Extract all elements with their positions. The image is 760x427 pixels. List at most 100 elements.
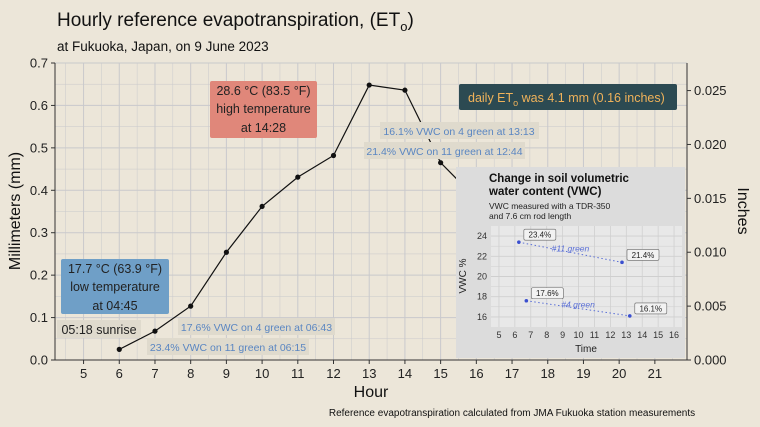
y2-tick-label: 0.025	[694, 83, 727, 98]
daily-et-annotation: daily ETo was 4.1 mm (0.16 inches)	[459, 84, 677, 110]
high-temperature-box	[210, 81, 317, 138]
y-tick-label: 0.1	[30, 310, 48, 325]
inset-x-tick-label: 15	[653, 330, 663, 340]
vwc3-box	[178, 318, 335, 335]
vwc-label-3: 17.6% VWC on 4 green at 06:43	[181, 322, 332, 334]
y2-tick-label: 0.020	[694, 137, 727, 152]
inset-series-name: #11 green	[552, 243, 590, 253]
high-temperature-annotation: 28.6 °C (83.5 °F) high temperature at 14…	[210, 81, 317, 138]
inset-x-tick-labels: 5 6 7 8 9 10 11 12 13 14 15 16	[496, 330, 679, 340]
x-axis-title: Hour	[354, 384, 389, 401]
x-tick-label: 15	[433, 366, 447, 381]
et-data-point	[116, 346, 122, 352]
inset-series-line	[518, 241, 623, 263]
low-temp-value: 17.7 °C (63.9 °F)	[68, 262, 162, 276]
vwc2-box	[364, 142, 525, 159]
inset-data-point	[620, 260, 624, 265]
inset-data-point	[517, 240, 521, 244]
et-data-point	[223, 249, 229, 255]
inset-point-label: 21.4%	[632, 251, 655, 260]
chart-caption: Reference evapotranspiration calculated …	[329, 408, 695, 419]
y2-axis-title: Inches	[734, 187, 751, 234]
inset-x-tick-label: 16	[669, 330, 679, 340]
inset-grid	[491, 226, 682, 327]
inset-x-tick-label: 13	[621, 330, 631, 340]
inset-y-tick-labels: 16 18 20 22 24	[477, 231, 487, 322]
et-data-point	[402, 87, 408, 93]
vwc-label-1: 16.1% VWC on 4 green at 13:13	[383, 126, 534, 138]
et-data-point	[438, 160, 444, 166]
inset-y-tick-label: 24	[477, 231, 487, 241]
inset-x-tick-label: 11	[590, 330, 599, 340]
x-tick-label: 13	[362, 366, 376, 381]
inset-x-tick-label: 8	[544, 330, 549, 340]
y-tick-label: 0.5	[30, 140, 48, 155]
vwc-inset: Change in soil volumetric water content …	[456, 167, 685, 358]
high-temp-value: 28.6 °C (83.5 °F)	[216, 84, 310, 98]
inset-x-tick-label: 14	[637, 330, 647, 340]
inset-data-point	[524, 298, 529, 303]
et-data-point	[330, 152, 337, 159]
x-tick-label: 7	[151, 366, 158, 381]
et-data-point	[366, 82, 372, 88]
inset-title-line-2: water content (VWC)	[488, 186, 602, 198]
sunrise-box	[57, 320, 141, 338]
inset-subtitle-line-1: VWC measured with a TDR-350	[489, 201, 611, 211]
inset-x-tick-label: 10	[574, 330, 584, 340]
y-tick-labels: 0.0 0.1 0.2 0.3 0.4 0.5 0.6 0.7	[30, 56, 55, 368]
low-temp-label: low temperature	[70, 280, 160, 294]
x-tick-label: 11	[291, 366, 305, 381]
vwc1-box	[380, 122, 539, 139]
chart-subtitle: at Fukuoka, Japan, on 9 June 2023	[57, 39, 269, 54]
et-data-point	[152, 328, 158, 334]
inset-point-label-box	[523, 228, 557, 241]
x-tick-label: 8	[187, 366, 194, 381]
inset-y-tick-label: 20	[477, 272, 487, 282]
vwc-label-4: 23.4% VWC on 11 green at 06:15	[150, 342, 306, 354]
inset-point-label: 17.6%	[536, 289, 559, 298]
y-tick-label: 0.0	[30, 353, 48, 368]
inset-x-tick-label: 9	[560, 330, 565, 340]
low-temperature-annotation: 17.7 °C (63.9 °F) low temperature at 04:…	[61, 259, 169, 314]
y2-tick-label: 0.010	[694, 245, 727, 260]
x-tick-label: 9	[223, 366, 230, 381]
et-data-point	[259, 203, 265, 210]
inset-point-label-box	[626, 249, 660, 261]
inset-data-point	[627, 314, 632, 318]
inset-y-tick-label: 18	[477, 292, 487, 302]
inset-y-tick-label: 16	[477, 312, 487, 322]
x-tick-label: 5	[80, 366, 87, 381]
daily-et-box	[459, 84, 677, 110]
inset-subtitle-line-2: and 7.6 cm rod length	[489, 211, 571, 221]
low-temp-time: at 04:45	[92, 299, 137, 313]
high-temp-time: at 14:28	[241, 121, 286, 135]
inset-y-tick-label: 22	[477, 251, 487, 261]
high-temp-label: high temperature	[216, 102, 311, 116]
et-series-points	[116, 82, 479, 352]
y2-tick-label: 0.000	[694, 353, 727, 368]
y-tick-label: 0.3	[30, 225, 48, 240]
inset-x-tick-label: 6	[512, 330, 517, 340]
inset-series-name: #4 green	[561, 299, 595, 309]
y-tick-label: 0.4	[30, 183, 48, 198]
inset-point-label-box	[531, 287, 564, 300]
vwc-label-2: 21.4% VWC on 11 green at 12:44	[366, 146, 522, 158]
x-tick-label: 6	[116, 366, 123, 381]
y-tick-label: 0.7	[30, 56, 48, 71]
x-tick-label: 21	[648, 366, 662, 381]
inset-x-tick-label: 5	[496, 330, 501, 340]
y2-tick-label: 0.005	[694, 299, 727, 314]
sunrise-label: 05:18 sunrise	[61, 323, 136, 337]
x-tick-label: 19	[576, 366, 590, 381]
x-tick-label: 10	[255, 366, 269, 381]
x-tick-label: 14	[398, 366, 412, 381]
inset-series: 23.4% 21.4% #11 green 17.6% 16.1% #4 green	[517, 228, 668, 318]
x-tick-label: 18	[541, 366, 555, 381]
inset-series-line	[526, 300, 630, 317]
et-data-point	[188, 303, 194, 309]
y-tick-label: 0.6	[30, 98, 48, 113]
daily-et-label: daily ETo was 4.1 mm (0.16 inches)	[468, 91, 665, 108]
inset-y-axis-title: VWC %	[458, 258, 469, 293]
x-tick-label: 20	[612, 366, 626, 381]
